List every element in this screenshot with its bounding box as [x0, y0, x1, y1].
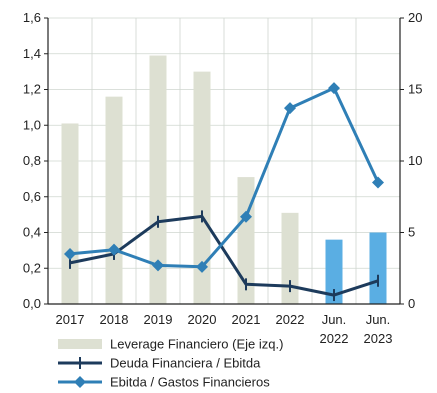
bar: [149, 55, 167, 304]
bar: [281, 212, 299, 304]
marker-diamond: [64, 247, 76, 260]
y-left-tick-label: 1,4: [23, 46, 41, 61]
marker-diamond: [240, 210, 252, 223]
bar: [369, 232, 387, 304]
x-tick-label: 2020: [188, 312, 217, 327]
marker-diamond: [108, 243, 120, 256]
y-left-tick-label: 0,8: [23, 153, 41, 168]
x-tick-label: Jun. 2023: [364, 312, 393, 346]
marker-diamond: [284, 102, 296, 115]
bar: [325, 239, 343, 304]
y-left-tick-label: 1,0: [23, 117, 41, 132]
y-right-tick-label: 10: [408, 153, 422, 168]
legend-label: Deuda Financiera / Ebitda: [110, 356, 261, 371]
y-right-tick-label: 20: [408, 10, 422, 25]
y-left-tick-label: 0,0: [23, 296, 41, 311]
x-tick-label: 2022: [276, 312, 305, 327]
x-tick-label: 2021: [232, 312, 261, 327]
x-tick-label: Jun. 2022: [320, 312, 349, 346]
marker-diamond: [152, 259, 164, 272]
y-right-tick-label: 0: [408, 296, 415, 311]
bar: [193, 71, 211, 304]
x-tick-label: 2019: [144, 312, 173, 327]
bar: [61, 123, 79, 305]
y-right-tick-label: 15: [408, 82, 422, 97]
y-left-tick-label: 1,2: [23, 82, 41, 97]
series-lines: [64, 82, 384, 302]
y-left-tick-label: 1,6: [23, 10, 41, 25]
bar: [105, 96, 123, 305]
legend-label: Leverage Financiero (Eje izq.): [110, 337, 283, 352]
legend-label: Ebitda / Gastos Financieros: [110, 375, 270, 390]
y-right-tick-label: 5: [408, 225, 415, 240]
y-left-tick-label: 0,6: [23, 189, 41, 204]
tick-labels: 0,0 0,2 0,4 0,6 0,8 1,0 1,2 1,4 1,6 0 5 10 15 20 2017 2…: [23, 10, 423, 346]
y-left-tick-label: 0,2: [23, 260, 41, 275]
axes: [44, 17, 404, 305]
marker-diamond: [196, 260, 208, 273]
series-line-deuda: [69, 214, 379, 297]
legend: Leverage Financiero (Eje izq.) Deuda Fina…: [58, 337, 283, 390]
x-tick-label: 2017: [56, 312, 85, 327]
legend-swatch-bar: [58, 339, 102, 349]
series-line-ebitda: [69, 86, 380, 269]
x-tick-label: 2018: [100, 312, 129, 327]
y-left-tick-label: 0,4: [23, 225, 41, 240]
bars: [61, 55, 387, 305]
marker-diamond: [372, 176, 384, 189]
marker-diamond: [74, 376, 86, 388]
marker-diamond: [328, 82, 340, 95]
grid-lines: [47, 17, 401, 305]
